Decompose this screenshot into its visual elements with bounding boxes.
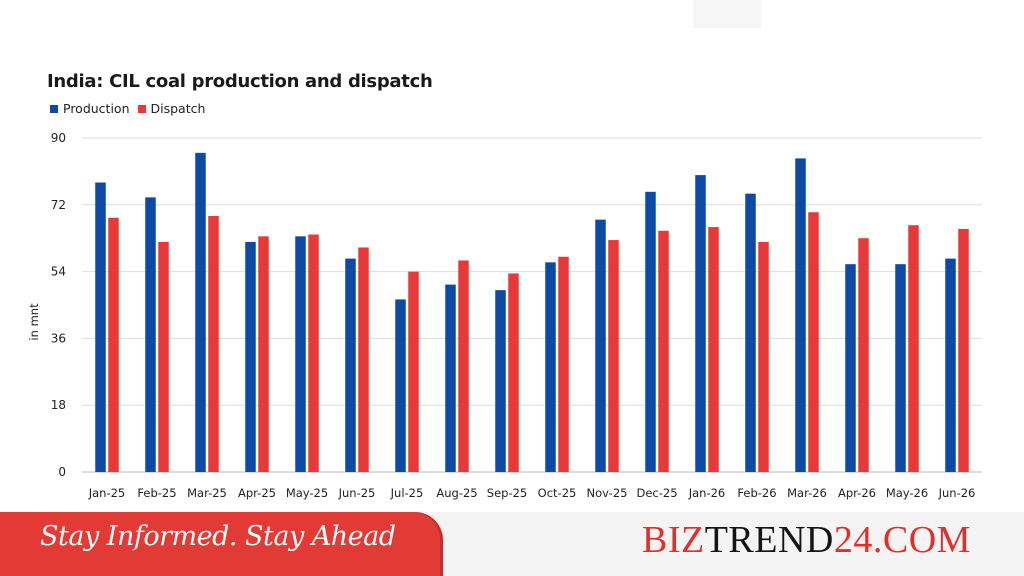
x-tick-label: Jun-25	[338, 486, 376, 500]
x-tick-label: Mar-25	[187, 486, 227, 500]
bar-dispatch	[708, 227, 719, 472]
legend-label-production: Production	[63, 101, 130, 116]
grid-lines	[82, 137, 982, 473]
bar-production	[545, 262, 556, 472]
chart-title: India: CIL coal production and dispatch	[47, 71, 433, 92]
bar-dispatch	[158, 241, 169, 472]
tagline-banner: Stay Informed. Stay Ahead	[0, 512, 440, 576]
y-tick-label: 72	[51, 198, 66, 212]
bar-dispatch	[508, 273, 519, 472]
legend-swatch-dispatch	[137, 104, 146, 113]
bar-dispatch	[858, 238, 869, 472]
bar-chart: 0 18 36 54 72 90 Jan-25 Feb-25 Mar-25 Apr-25 May-…	[27, 131, 982, 500]
x-tick-label: Mar-26	[787, 486, 827, 500]
brand-part-trend: TREND	[704, 519, 834, 561]
bar-production	[795, 158, 806, 472]
brand-part-biz: BIZ	[642, 519, 705, 561]
x-tick-label: Feb-26	[737, 486, 776, 500]
bar-production	[695, 175, 706, 472]
bar-dispatch	[558, 256, 569, 472]
bar-production	[495, 290, 506, 472]
x-tick-label: Sep-25	[487, 486, 527, 500]
bar-dispatch	[758, 241, 769, 472]
bar-production	[245, 241, 256, 472]
brand-logo[interactable]: BIZTREND24.COM	[642, 518, 971, 562]
bar-dispatch	[958, 228, 969, 472]
bar-dispatch	[608, 240, 619, 472]
legend-label-dispatch: Dispatch	[150, 101, 206, 116]
bar-production	[745, 193, 756, 472]
bar-production	[395, 299, 406, 472]
bar-dispatch	[408, 271, 419, 472]
x-tick-label: Aug-25	[436, 486, 477, 500]
bar-production	[295, 236, 306, 472]
x-tick-label: May-25	[286, 486, 328, 500]
bar-production	[945, 258, 956, 472]
bar-production	[145, 197, 156, 472]
bar-dispatch	[458, 260, 469, 472]
x-tick-label: Jan-26	[688, 486, 726, 500]
bar-dispatch	[308, 234, 319, 472]
bar-production	[845, 264, 856, 472]
y-tick-label: 54	[51, 265, 66, 279]
bar-dispatch	[208, 215, 219, 472]
x-tick-label: Dec-25	[636, 486, 677, 500]
y-tick-label: 36	[51, 331, 66, 345]
chart-legend: Production Dispatch	[50, 101, 213, 116]
x-tick-label: Feb-25	[137, 486, 176, 500]
brand-part-24com: 24.COM	[833, 519, 971, 561]
y-tick-label: 0	[58, 465, 66, 479]
bar-production	[195, 152, 206, 472]
y-tick-labels: 0 18 36 54 72 90	[51, 131, 66, 479]
bar-dispatch	[258, 236, 269, 472]
tagline-text: Stay Informed. Stay Ahead	[40, 521, 396, 552]
y-tick-label: 18	[51, 398, 66, 412]
x-tick-label: Apr-25	[238, 486, 276, 500]
bar-production	[895, 264, 906, 472]
bar-dispatch	[908, 225, 919, 472]
x-tick-labels: Jan-25 Feb-25 Mar-25 Apr-25 May-25 Jun-25 Jul-…	[88, 486, 976, 500]
bar-dispatch	[108, 217, 119, 472]
x-tick-label: May-26	[886, 486, 928, 500]
bar-dispatch	[658, 230, 669, 472]
bar-production	[345, 258, 356, 472]
x-tick-label: Jul-25	[390, 486, 424, 500]
x-tick-label: Apr-26	[838, 486, 876, 500]
y-axis-label: in mnt	[27, 303, 41, 341]
legend-item-production: Production	[50, 101, 130, 116]
y-tick-label: 90	[51, 131, 66, 145]
top-decor-box	[693, 0, 761, 28]
x-tick-label: Jun-26	[938, 486, 976, 500]
bar-production	[445, 284, 456, 472]
bar-dispatch	[808, 212, 819, 472]
x-tick-label: Jan-25	[88, 486, 126, 500]
x-tick-label: Oct-25	[538, 486, 577, 500]
bar-dispatch	[358, 247, 369, 472]
bar-production	[595, 219, 606, 472]
bar-production	[95, 182, 106, 473]
bars	[95, 152, 969, 473]
bar-production	[645, 191, 656, 473]
x-tick-label: Nov-25	[587, 486, 628, 500]
legend-swatch-production	[50, 104, 58, 113]
legend-item-dispatch: Dispatch	[137, 101, 206, 116]
